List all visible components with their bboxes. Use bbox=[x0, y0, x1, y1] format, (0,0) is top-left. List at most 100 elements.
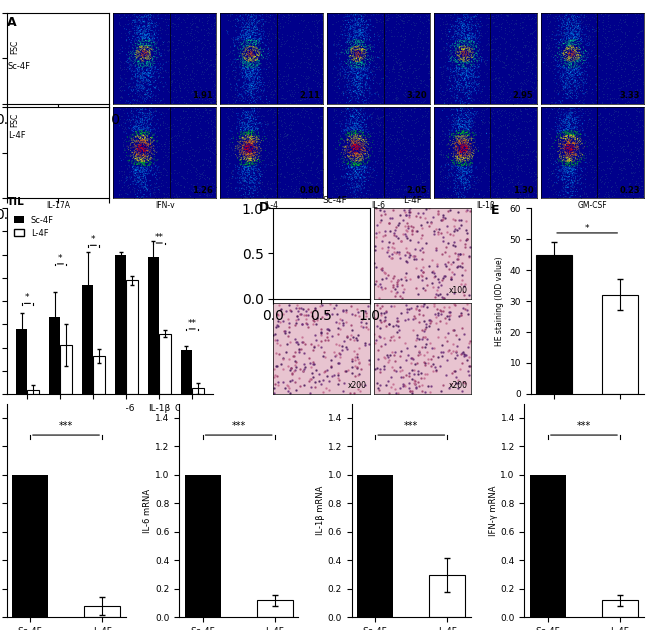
Point bbox=[603, 115, 614, 125]
Point bbox=[356, 86, 367, 96]
Point bbox=[34, 46, 45, 56]
Point bbox=[135, 202, 145, 212]
Point bbox=[463, 63, 474, 73]
Point bbox=[240, 168, 251, 178]
Point bbox=[383, 177, 393, 187]
Point bbox=[138, 26, 148, 36]
Point bbox=[341, 121, 351, 131]
Point bbox=[337, 70, 348, 80]
Point bbox=[456, 4, 467, 14]
Point bbox=[298, 193, 308, 203]
Point bbox=[463, 29, 474, 39]
Point bbox=[133, 44, 143, 54]
Point bbox=[558, 138, 569, 148]
Point bbox=[144, 100, 155, 110]
Point bbox=[578, 108, 588, 118]
Point bbox=[135, 125, 146, 135]
Point bbox=[235, 51, 245, 61]
Point bbox=[467, 43, 478, 53]
Point bbox=[460, 0, 470, 3]
Point bbox=[120, 28, 130, 38]
Point bbox=[116, 65, 126, 75]
Point bbox=[567, 144, 578, 154]
Point bbox=[135, 154, 146, 164]
Point bbox=[360, 59, 370, 69]
Point bbox=[96, 170, 106, 180]
Point bbox=[567, 71, 578, 81]
Point bbox=[131, 165, 142, 175]
Point bbox=[222, 77, 232, 87]
Point bbox=[34, 157, 45, 167]
Point bbox=[231, 76, 242, 86]
Point bbox=[246, 149, 256, 159]
Point bbox=[124, 172, 135, 182]
Point bbox=[243, 198, 254, 209]
Point bbox=[349, 61, 359, 71]
Point bbox=[339, 137, 350, 147]
Point bbox=[357, 78, 367, 88]
Point bbox=[136, 193, 147, 203]
Point bbox=[602, 181, 612, 191]
Point bbox=[506, 110, 517, 120]
Point bbox=[609, 113, 619, 123]
Point bbox=[296, 112, 306, 122]
Point bbox=[356, 159, 367, 169]
Point bbox=[454, 130, 464, 140]
Point bbox=[237, 154, 247, 164]
Point bbox=[21, 55, 31, 66]
Point bbox=[148, 144, 159, 154]
Point bbox=[252, 76, 262, 86]
Point bbox=[46, 166, 56, 176]
Point bbox=[204, 145, 214, 155]
Point bbox=[252, 28, 263, 38]
Point bbox=[467, 161, 478, 171]
Point bbox=[240, 112, 251, 122]
Point bbox=[252, 123, 262, 133]
Point bbox=[456, 140, 467, 151]
Point bbox=[560, 72, 570, 82]
Point bbox=[564, 121, 574, 131]
Point bbox=[32, 102, 43, 112]
Point bbox=[56, 175, 66, 185]
Point bbox=[246, 36, 256, 46]
Point bbox=[233, 118, 244, 129]
Point bbox=[32, 131, 43, 141]
Point bbox=[20, 166, 31, 176]
Point bbox=[570, 75, 580, 85]
Point bbox=[124, 83, 134, 93]
Point bbox=[348, 138, 358, 148]
Point bbox=[34, 128, 44, 138]
Point bbox=[495, 76, 506, 86]
Point bbox=[350, 38, 360, 48]
Point bbox=[130, 117, 140, 127]
Point bbox=[144, 110, 154, 120]
Point bbox=[588, 174, 598, 184]
Point bbox=[354, 29, 364, 39]
Point bbox=[562, 17, 573, 27]
Point bbox=[358, 96, 369, 106]
Point bbox=[496, 95, 506, 105]
Point bbox=[25, 78, 35, 88]
Point bbox=[230, 54, 240, 64]
Point bbox=[564, 81, 575, 91]
Point bbox=[515, 190, 525, 200]
Point bbox=[460, 178, 471, 188]
Point bbox=[240, 67, 250, 77]
Point bbox=[378, 111, 388, 121]
Point bbox=[246, 72, 257, 82]
Point bbox=[461, 151, 471, 161]
Point bbox=[242, 57, 252, 67]
Point bbox=[244, 149, 254, 159]
Point bbox=[289, 185, 300, 195]
Point bbox=[136, 156, 146, 166]
Point bbox=[463, 33, 474, 43]
Point bbox=[201, 104, 211, 114]
Point bbox=[38, 134, 48, 144]
Point bbox=[25, 150, 36, 160]
Point bbox=[26, 33, 36, 43]
Point bbox=[608, 113, 619, 123]
Point bbox=[460, 125, 471, 135]
Point bbox=[333, 136, 344, 146]
Point bbox=[161, 169, 172, 180]
Point bbox=[30, 147, 40, 157]
